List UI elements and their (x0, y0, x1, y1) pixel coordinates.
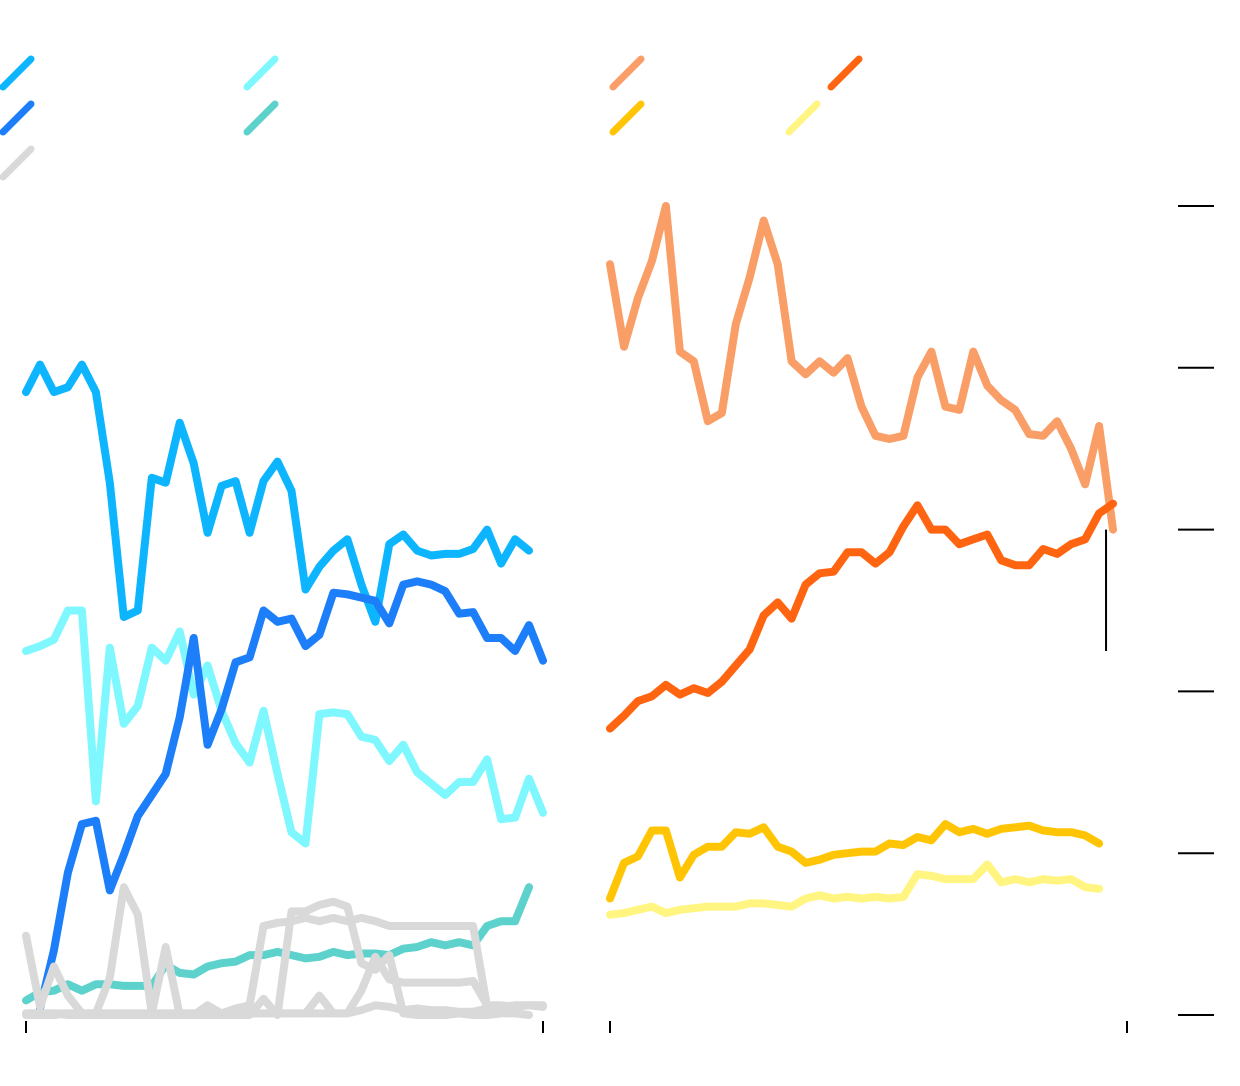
legend-swatch-right-1 (609, 55, 645, 91)
series-line-right-4 (606, 860, 1104, 919)
legend (0, 55, 863, 181)
legend-swatch-left-5 (243, 100, 279, 136)
legend-swatch-left-3 (0, 145, 35, 181)
legend-swatch-left-2 (0, 100, 35, 136)
legend-swatch-right-2 (609, 100, 645, 136)
series-line-left-1 (22, 360, 533, 626)
legend-swatch-left-1 (0, 55, 35, 91)
series-line-right-1 (606, 202, 1117, 534)
series-line-right-3 (606, 820, 1104, 903)
y-axis (1178, 205, 1214, 1016)
series-line-left-8 (22, 913, 547, 1019)
left-chart-panel (22, 360, 547, 1033)
legend-swatch-left-4 (243, 55, 279, 91)
legend-swatch-right-3 (827, 55, 863, 91)
series-line-right-2 (606, 499, 1117, 733)
right-chart-panel (606, 202, 1128, 1033)
series-line-left-2 (22, 606, 547, 848)
series-line-left-3 (36, 577, 547, 1013)
legend-swatch-right-4 (785, 100, 821, 136)
